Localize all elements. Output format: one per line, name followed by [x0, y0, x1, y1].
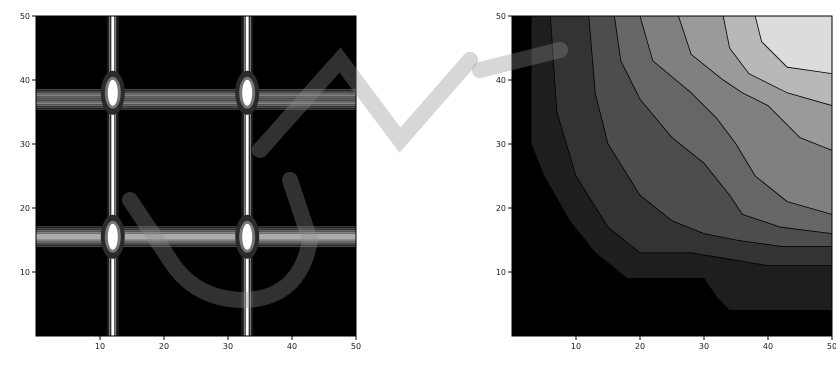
right-plot-area — [512, 16, 832, 336]
y-tick-label: 30 — [496, 140, 506, 149]
vertical-band — [111, 16, 115, 336]
bright-spot — [107, 79, 118, 106]
bright-spot — [242, 79, 253, 106]
contour-line-level-7 — [678, 16, 832, 151]
y-tick-label: 20 — [20, 204, 30, 213]
contour-line-level-4 — [588, 16, 832, 247]
contour-line-level-3 — [550, 16, 832, 266]
x-tick-label: 20 — [635, 342, 645, 351]
x-tick-label: 30 — [699, 342, 709, 351]
left-plot-svg: 10 20 30 40 50 10 20 30 40 50 — [20, 12, 361, 351]
contour-line-level-9 — [754, 16, 832, 74]
y-tick-label: 40 — [20, 76, 30, 85]
left-plot-area — [36, 16, 356, 336]
contour-line-level-8 — [722, 16, 832, 106]
y-tick-label: 10 — [496, 268, 506, 277]
vertical-band — [245, 16, 249, 336]
right-plot-svg: 10 20 30 40 50 10 20 30 40 50 — [496, 12, 836, 351]
bright-spot — [107, 223, 118, 250]
plot-frame — [35, 15, 357, 337]
x-tick-label: 50 — [827, 342, 836, 351]
x-tick-label: 10 — [571, 342, 581, 351]
y-tick-label: 10 — [20, 268, 30, 277]
contour-line-level-2 — [530, 16, 832, 311]
bright-spot — [242, 223, 253, 250]
x-tick-label: 30 — [223, 342, 233, 351]
right-contour-plot: 10 20 30 40 50 10 20 30 40 50 — [480, 0, 836, 361]
x-tick-label: 40 — [763, 342, 773, 351]
y-tick-label: 50 — [496, 12, 506, 21]
y-tick-label: 50 — [20, 12, 30, 21]
contour-region-level-9 — [755, 16, 832, 74]
contour-line-level-5 — [614, 16, 832, 234]
y-tick-label: 40 — [496, 76, 506, 85]
contour-line-level-6 — [639, 16, 832, 215]
left-background — [36, 16, 356, 336]
y-tick-label: 20 — [496, 204, 506, 213]
x-tick-label: 10 — [95, 342, 105, 351]
x-tick-label: 40 — [287, 342, 297, 351]
x-tick-label: 20 — [159, 342, 169, 351]
plot-frame — [511, 15, 833, 337]
left-contour-plot: 10 20 30 40 50 10 20 30 40 50 — [0, 0, 420, 361]
x-tick-label: 50 — [351, 342, 361, 351]
y-tick-label: 30 — [20, 140, 30, 149]
